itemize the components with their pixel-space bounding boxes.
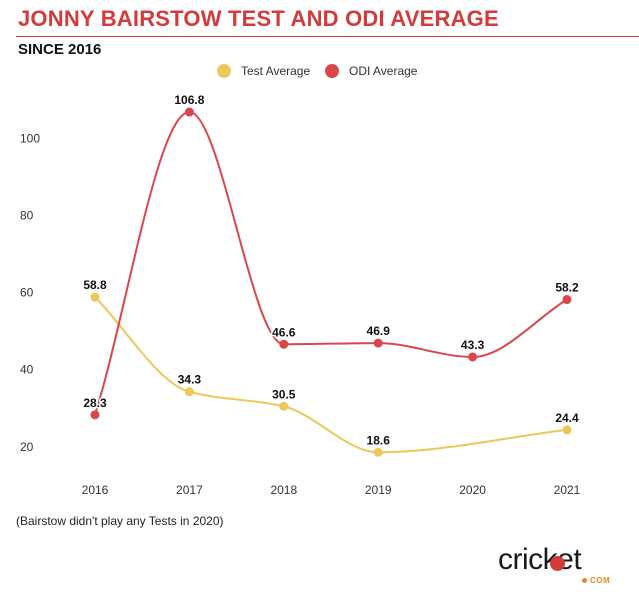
series-1-data-label-2020: 43.3 xyxy=(461,338,485,352)
series-0-point-2016 xyxy=(90,292,100,302)
series-1-point-2017 xyxy=(184,107,194,117)
logo-wordmark: cricket xyxy=(498,543,582,576)
x-tick-label-2017: 2017 xyxy=(176,483,203,497)
series-1-data-label-2017: 106.8 xyxy=(174,93,204,107)
series-0-data-label-2016: 58.8 xyxy=(83,278,107,292)
series-1-point-2020 xyxy=(468,352,478,362)
y-tick-label-80: 80 xyxy=(20,208,34,222)
series-1-data-label-2018: 46.6 xyxy=(272,325,296,339)
x-tick-label-2021: 2021 xyxy=(554,483,581,497)
series-line-0 xyxy=(94,296,568,454)
title-divider xyxy=(16,36,639,37)
y-tick-label-20: 20 xyxy=(20,440,34,454)
series-1-point-2021 xyxy=(562,295,572,305)
logo-dot-icon xyxy=(582,578,587,583)
x-tick-label-2020: 2020 xyxy=(459,483,486,497)
series-1-point-2019 xyxy=(373,338,383,348)
line-chart: Test Average ODI Average 20 40 60 80 100 2016 20… xyxy=(20,64,581,497)
series-0-point-2021 xyxy=(562,425,572,435)
chart-title: JONNY BAIRSTOW TEST AND ODI AVERAGE xyxy=(18,6,499,31)
x-tick-label-2018: 2018 xyxy=(270,483,297,497)
footnote: (Bairstow didn't play any Tests in 2020) xyxy=(16,514,224,528)
chart-subtitle: SINCE 2016 xyxy=(18,41,102,58)
series-0-point-2018 xyxy=(279,401,289,411)
logo-suffix: COM xyxy=(590,576,611,585)
legend-label-0: Test Average xyxy=(241,64,310,78)
series-1-data-label-2021: 58.2 xyxy=(555,281,579,295)
series-0-point-2019 xyxy=(373,447,383,457)
series-0-data-label-2021: 24.4 xyxy=(555,411,579,425)
y-tick-label-100: 100 xyxy=(20,131,40,145)
series-1-point-2018 xyxy=(279,339,289,349)
x-tick-label-2016: 2016 xyxy=(82,483,109,497)
series-line-1 xyxy=(94,111,568,416)
y-tick-label-40: 40 xyxy=(20,363,34,377)
cricket-com-logo: cricket COM xyxy=(498,543,611,586)
cricket-ball-icon xyxy=(550,556,565,571)
series-1-point-2016 xyxy=(90,410,100,420)
series-1-data-label-2016: 28.3 xyxy=(83,396,107,410)
y-tick-label-60: 60 xyxy=(20,286,34,300)
series-1-data-label-2019: 46.9 xyxy=(367,324,391,338)
legend-marker-1 xyxy=(325,64,339,78)
series-0-point-2017 xyxy=(184,387,194,397)
series-0-data-label-2019: 18.6 xyxy=(367,433,391,447)
series-0-data-label-2017: 34.3 xyxy=(178,373,202,387)
series-0-data-label-2018: 30.5 xyxy=(272,387,296,401)
legend-marker-0 xyxy=(217,64,231,78)
x-tick-label-2019: 2019 xyxy=(365,483,392,497)
legend-label-1: ODI Average xyxy=(349,64,418,78)
